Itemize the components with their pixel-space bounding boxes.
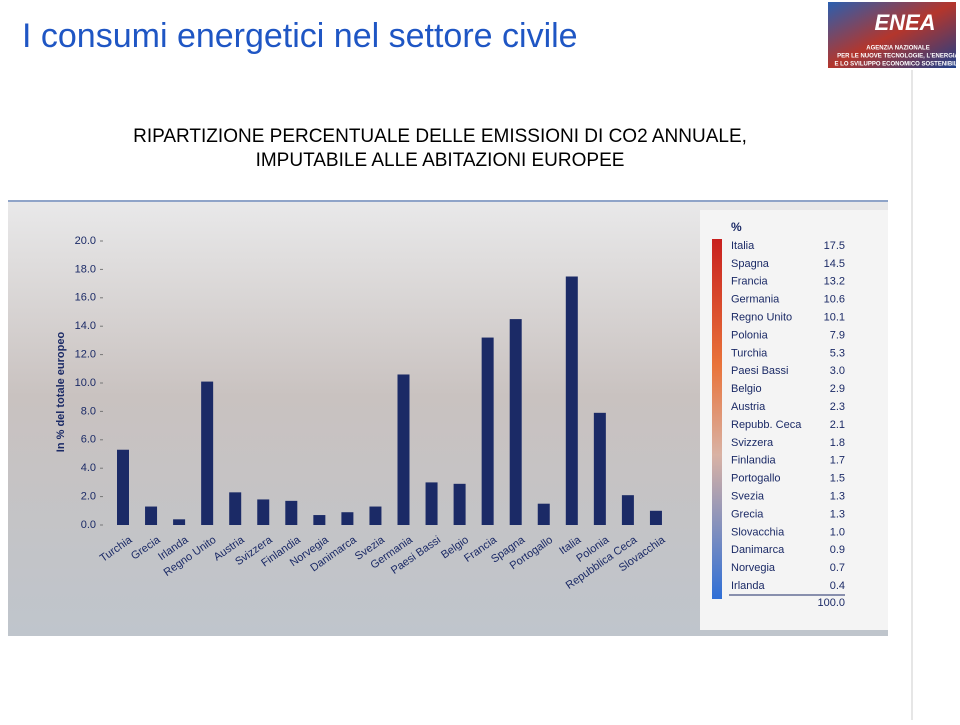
logo [828,2,956,68]
table-name: Turchia [731,347,768,359]
table-name: Spagna [731,258,770,270]
table-name: Portogallo [731,473,781,485]
table-name: Austria [731,401,766,413]
table-name: Grecia [731,508,764,520]
bar [425,482,438,525]
table-value: 1.3 [830,491,845,503]
table-value: 10.1 [824,312,845,324]
table-value: 14.5 [824,258,845,270]
logo-text: ENEA [874,10,935,35]
bar [453,483,466,525]
table-value: 10.6 [824,294,845,306]
table-name: Norvegia [731,562,776,574]
table-value: 7.9 [830,329,845,341]
logo-caption: AGENZIA NAZIONALE PER LE NUOVE TECNOLOGIE… [834,46,960,68]
y-tick-label: 10.0 [75,377,96,389]
bar [313,515,326,525]
bar [565,276,578,525]
logo-caption-line: E LO SVILUPPO ECONOMICO SOSTENIBILE [834,62,960,68]
y-tick-label: 8.0 [81,405,96,417]
table-name: Danimarca [731,544,785,556]
bar [369,506,382,525]
y-tick-label: 16.0 [75,292,96,304]
bar [509,319,522,525]
bar [145,506,158,525]
bar [397,374,410,525]
bar [285,500,298,525]
y-tick-label: 20.0 [75,235,96,247]
table-name: Repubb. Ceca [731,419,802,431]
table-value: 0.9 [830,544,845,556]
table-value: 13.2 [824,276,845,288]
chart-title: RIPARTIZIONE PERCENTUALE DELLE EMISSIONI… [133,126,747,147]
table-value: 1.5 [830,473,845,485]
bar [481,337,494,525]
y-tick-label: 2.0 [81,491,96,503]
table-value: 17.5 [824,240,845,252]
color-scale [712,239,722,599]
table-name: Slovacchia [731,526,785,538]
y-tick-label: 4.0 [81,462,96,474]
table-value: 1.7 [830,455,845,467]
bar [649,510,662,525]
table-name: Svezia [731,491,765,503]
y-tick-label: 6.0 [81,434,96,446]
table-value: 5.3 [830,347,845,359]
table-name: Regno Unito [731,312,792,324]
table-panel [700,210,888,630]
y-tick-label: 18.0 [75,263,96,275]
table-value: 0.7 [830,562,845,574]
table-value: 2.1 [830,419,845,431]
bar [257,499,270,525]
y-axis-label: In % del totale europeo [55,332,67,453]
table-name: Francia [731,276,769,288]
table-name: Finlandia [731,455,777,467]
table-value: 0.4 [830,580,845,592]
y-tick-label: 14.0 [75,320,96,332]
bar [117,449,129,525]
table-header: % [731,220,742,234]
table-value: 1.0 [830,526,845,538]
chart-title: IMPUTABILE ALLE ABITAZIONI EUROPEE [256,150,625,171]
y-tick-label: 12.0 [75,349,96,361]
bar [593,412,606,525]
logo-caption-line: PER LE NUOVE TECNOLOGIE, L'ENERGIA [837,54,959,60]
bar [621,495,634,525]
bar [537,503,550,525]
table-name: Irlanda [731,580,766,592]
table-value: 1.8 [830,437,845,449]
table-name: Belgio [731,383,762,395]
table-name: Germania [731,294,780,306]
table-value: 2.3 [830,401,845,413]
y-tick-label: 0.0 [81,519,96,531]
slide-title: I consumi energetici nel settore civile [22,17,578,55]
table-value: 3.0 [830,365,845,377]
table-name: Italia [731,240,755,252]
bar [229,492,242,525]
table-name: Polonia [731,329,769,341]
table-value: 1.3 [830,508,845,520]
bar [201,381,214,525]
table-name: Svizzera [731,437,774,449]
table-value: 2.9 [830,383,845,395]
table-total: 100.0 [817,597,845,609]
table-name: Paesi Bassi [731,365,788,377]
bar [173,519,186,525]
bar [341,512,354,525]
logo-caption-line: AGENZIA NAZIONALE [866,46,929,52]
